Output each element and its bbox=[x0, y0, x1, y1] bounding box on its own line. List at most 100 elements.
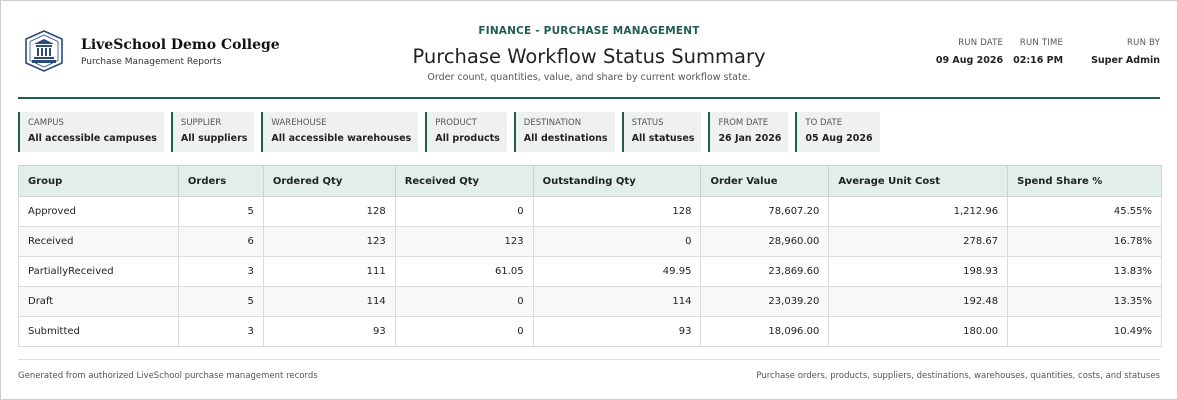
filter-value: All accessible campuses bbox=[28, 133, 157, 144]
table-cell: 23,039.20 bbox=[700, 286, 830, 317]
filter-value: 05 Aug 2026 bbox=[805, 133, 873, 144]
table-cell: 114 bbox=[532, 286, 702, 317]
table-row: Draft 5 114 0 114 23,039.20 192.48 13.35… bbox=[18, 286, 1162, 317]
table-cell: 180.00 bbox=[828, 316, 1009, 347]
column-header: Group bbox=[18, 165, 179, 197]
table-cell: 278.67 bbox=[828, 226, 1009, 257]
table-cell: 198.93 bbox=[828, 256, 1009, 287]
table-cell: 0 bbox=[394, 196, 534, 227]
table-cell: 0 bbox=[394, 316, 534, 347]
footer-source-note: Generated from authorized LiveSchool pur… bbox=[18, 371, 318, 381]
table-cell: 192.48 bbox=[828, 286, 1009, 317]
filter-value: All suppliers bbox=[180, 133, 248, 144]
table-cell: 16.78% bbox=[1007, 226, 1162, 257]
filter-value: All products bbox=[435, 133, 500, 144]
table-cell: 5 bbox=[177, 196, 264, 227]
filter-label: WAREHOUSE bbox=[271, 118, 327, 128]
column-header: Orders bbox=[177, 165, 264, 197]
filter-campus: CAMPUS All accessible campuses bbox=[18, 112, 164, 152]
filter-label: DESTINATION bbox=[523, 118, 582, 128]
report-eyebrow: FINANCE - PURCHASE MANAGEMENT bbox=[478, 25, 700, 37]
table-cell: 114 bbox=[262, 286, 396, 317]
run-by: RUN BY Super Admin bbox=[1063, 38, 1160, 66]
filter-bar: CAMPUS All accessible campuses SUPPLIER … bbox=[18, 112, 880, 152]
table-cell: Submitted bbox=[18, 316, 179, 347]
filter-to-date: TO DATE 05 Aug 2026 bbox=[795, 112, 880, 152]
table-row: Approved 5 128 0 128 78,607.20 1,212.96 … bbox=[18, 196, 1162, 227]
column-header: Received Qty bbox=[394, 165, 534, 197]
filter-warehouse: WAREHOUSE All accessible warehouses bbox=[261, 112, 419, 152]
org-name: LiveSchool Demo College bbox=[81, 37, 280, 53]
status-summary-table: Group Orders Ordered Qty Received Qty Ou… bbox=[18, 165, 1162, 347]
filter-status: STATUS All statuses bbox=[621, 112, 702, 152]
table-cell: 123 bbox=[394, 226, 534, 257]
table-cell: Received bbox=[18, 226, 179, 257]
table-cell: 0 bbox=[532, 226, 702, 257]
filter-value: All destinations bbox=[523, 133, 608, 144]
table-cell: 49.95 bbox=[532, 256, 702, 287]
column-header: Order Value bbox=[700, 165, 830, 197]
column-header: Spend Share % bbox=[1007, 165, 1162, 197]
table-cell: 128 bbox=[262, 196, 396, 227]
filter-label: STATUS bbox=[631, 118, 664, 128]
run-date-value: 09 Aug 2026 bbox=[935, 55, 1004, 66]
run-by-value: Super Admin bbox=[1091, 55, 1160, 66]
filter-label: FROM DATE bbox=[718, 118, 769, 128]
table-cell: 18,096.00 bbox=[700, 316, 830, 347]
filter-label: PRODUCT bbox=[435, 118, 477, 128]
column-header: Outstanding Qty bbox=[532, 165, 702, 197]
table-row: Submitted 3 93 0 93 18,096.00 180.00 10.… bbox=[18, 316, 1162, 347]
filter-product: PRODUCT All products bbox=[425, 112, 507, 152]
table-cell: 6 bbox=[177, 226, 264, 257]
run-date-label: RUN DATE bbox=[958, 38, 1004, 48]
table-cell: Draft bbox=[18, 286, 179, 317]
report-header: LiveSchool Demo College Purchase Managem… bbox=[18, 1, 1160, 99]
table-cell: 13.83% bbox=[1007, 256, 1162, 287]
filter-label: CAMPUS bbox=[28, 118, 64, 128]
table-header-row: Group Orders Ordered Qty Received Qty Ou… bbox=[18, 165, 1162, 197]
report-heading: FINANCE - PURCHASE MANAGEMENT Purchase W… bbox=[298, 25, 880, 83]
filter-from-date: FROM DATE 26 Jan 2026 bbox=[708, 112, 789, 152]
table-cell: 28,960.00 bbox=[700, 226, 830, 257]
table-cell: 78,607.20 bbox=[700, 196, 830, 227]
table-row: PartiallyReceived 3 111 61.05 49.95 23,8… bbox=[18, 256, 1162, 287]
table-cell: 3 bbox=[177, 316, 264, 347]
table-cell: Approved bbox=[18, 196, 179, 227]
table-cell: 111 bbox=[262, 256, 396, 287]
filter-value: All statuses bbox=[631, 133, 695, 144]
run-time: RUN TIME 02:16 PM bbox=[1003, 38, 1063, 66]
table-row: Received 6 123 123 0 28,960.00 278.67 16… bbox=[18, 226, 1162, 257]
table-cell: 10.49% bbox=[1007, 316, 1162, 347]
filter-value: 26 Jan 2026 bbox=[718, 133, 782, 144]
table-cell: PartiallyReceived bbox=[18, 256, 179, 287]
run-meta: RUN DATE 09 Aug 2026 RUN TIME 02:16 PM R… bbox=[926, 38, 1160, 66]
filter-label: SUPPLIER bbox=[180, 118, 222, 128]
footer-scope-note: Purchase orders, products, suppliers, de… bbox=[756, 371, 1160, 381]
table-cell: 45.55% bbox=[1007, 196, 1162, 227]
report-footer: Generated from authorized LiveSchool pur… bbox=[18, 359, 1160, 381]
filter-label: TO DATE bbox=[805, 118, 843, 128]
run-time-value: 02:16 PM bbox=[1013, 55, 1064, 66]
report-subtitle: Order count, quantities, value, and shar… bbox=[427, 72, 751, 83]
table-cell: 13.35% bbox=[1007, 286, 1162, 317]
table-cell: 123 bbox=[262, 226, 396, 257]
table-cell: 0 bbox=[394, 286, 534, 317]
run-by-label: RUN BY bbox=[1127, 38, 1160, 48]
table-cell: 1,212.96 bbox=[828, 196, 1009, 227]
org-subtitle: Purchase Management Reports bbox=[81, 57, 222, 67]
run-date: RUN DATE 09 Aug 2026 bbox=[926, 38, 1003, 66]
table-cell: 61.05 bbox=[394, 256, 534, 287]
table-cell: 3 bbox=[177, 256, 264, 287]
run-time-label: RUN TIME bbox=[1019, 38, 1064, 48]
filter-supplier: SUPPLIER All suppliers bbox=[170, 112, 255, 152]
column-header: Average Unit Cost bbox=[828, 165, 1009, 197]
filter-value: All accessible warehouses bbox=[271, 133, 412, 144]
college-crest-icon bbox=[25, 30, 63, 72]
column-header: Ordered Qty bbox=[262, 165, 396, 197]
table-cell: 5 bbox=[177, 286, 264, 317]
table-cell: 93 bbox=[532, 316, 702, 347]
table-cell: 93 bbox=[262, 316, 396, 347]
filter-destination: DESTINATION All destinations bbox=[513, 112, 615, 152]
report-title: Purchase Workflow Status Summary bbox=[412, 45, 766, 68]
